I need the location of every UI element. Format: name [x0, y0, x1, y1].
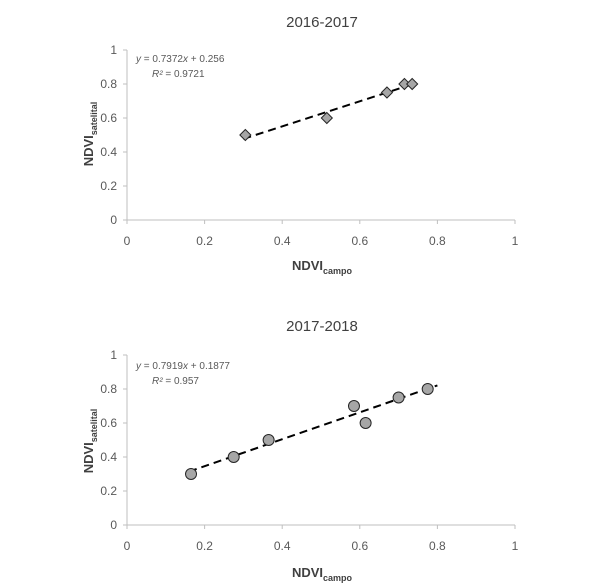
y-axis-label-sub: satelital	[89, 409, 99, 443]
eq-y-var: y	[135, 54, 142, 65]
r2-value: 0.957	[174, 376, 199, 387]
x-tick-label: 0.8	[429, 539, 446, 553]
y-tick-label: 0.2	[100, 484, 117, 498]
x-tick-label: 0	[124, 234, 131, 248]
chart-2016-2017: 2016-2017 0 0.2 0.4 0.6 0.8 1 0 0.2 0.4 0.6 0.8 1 y…	[81, 14, 519, 276]
r2-var: R²	[152, 69, 163, 80]
y-tick-label: 0	[110, 213, 117, 227]
eq-plus: +	[188, 54, 199, 65]
chart-title: 2016-2017	[286, 14, 358, 31]
r2-value: 0.9721	[174, 69, 205, 80]
data-point	[239, 128, 252, 142]
eq-slope: 0.7919	[152, 361, 183, 372]
x-axis-label-sub: campo	[323, 573, 353, 583]
x-tick-label: 0.6	[351, 539, 368, 553]
eq-equals: =	[141, 54, 152, 65]
x-axis-label: NDVIcampo	[292, 258, 353, 276]
y-tick-label: 0.6	[100, 111, 117, 125]
r2-equals: =	[163, 376, 174, 387]
data-point	[421, 383, 434, 395]
y-tick-label: 1	[110, 348, 117, 362]
eq-x-var: x	[182, 361, 189, 372]
y-axis-label: NDVIsatelital	[81, 102, 99, 167]
x-tick-label: 0.4	[274, 234, 291, 248]
data-point	[347, 400, 360, 412]
x-axis-label-main: NDVI	[292, 565, 323, 580]
data-point	[359, 417, 372, 429]
trend-equation: y = 0.7919x + 0.1877	[135, 361, 230, 372]
x-axis-label: NDVIcampo	[292, 565, 353, 583]
equation-box: y = 0.7919x + 0.1877 R² = 0.957	[135, 361, 230, 387]
y-axis-label: NDVIsatelital	[81, 409, 99, 474]
x-axis-label-main: NDVI	[292, 258, 323, 273]
plot-area: 0 0.2 0.4 0.6 0.8 1 0 0.2 0.4 0.6 0.8 1	[100, 348, 518, 553]
eq-plus: +	[188, 361, 199, 372]
r2-equals: =	[163, 69, 174, 80]
y-tick-label: 0.8	[100, 382, 117, 396]
eq-intercept: 0.256	[199, 54, 224, 65]
data-point	[392, 391, 405, 404]
plot-area: 0 0.2 0.4 0.6 0.8 1 0 0.2 0.4 0.6 0.8 1	[100, 43, 518, 248]
x-tick-label: 0.4	[274, 539, 291, 553]
r-squared: R² = 0.957	[152, 376, 199, 387]
eq-slope: 0.7372	[152, 54, 183, 65]
y-axis-label-main: NDVI	[81, 135, 96, 166]
y-tick-label: 1	[110, 43, 117, 57]
x-tick-label: 0.8	[429, 234, 446, 248]
y-axis-label-main: NDVI	[81, 442, 96, 473]
trend-equation: y = 0.7372x + 0.256	[135, 54, 225, 65]
data-point	[380, 86, 394, 99]
chart-2017-2018: 2017-2018 0 0.2 0.4 0.6 0.8 1 0 0.2 0.4 0.6 0.8 1 y…	[81, 318, 519, 583]
y-tick-label: 0.4	[100, 450, 117, 464]
y-tick-label: 0	[110, 518, 117, 532]
x-tick-label: 0.2	[196, 234, 213, 248]
y-axis-label-sub: satelital	[89, 102, 99, 136]
x-tick-label: 0.6	[351, 234, 368, 248]
eq-equals: =	[141, 361, 152, 372]
x-tick-label: 0	[124, 539, 131, 553]
r2-var: R²	[152, 376, 163, 387]
x-tick-label: 1	[512, 234, 519, 248]
x-tick-label: 1	[512, 539, 519, 553]
chart-title: 2017-2018	[286, 318, 358, 335]
y-tick-label: 0.2	[100, 179, 117, 193]
equation-box: y = 0.7372x + 0.256 R² = 0.9721	[135, 54, 225, 80]
eq-y-var: y	[135, 361, 142, 372]
data-point	[405, 77, 419, 91]
data-point	[185, 468, 198, 480]
eq-x-var: x	[182, 54, 189, 65]
r-squared: R² = 0.9721	[152, 69, 205, 80]
data-point	[320, 111, 334, 125]
eq-intercept: 0.1877	[199, 361, 230, 372]
x-axis-label-sub: campo	[323, 266, 353, 276]
data-point	[262, 434, 275, 446]
data-point	[227, 451, 240, 463]
y-tick-label: 0.4	[100, 145, 117, 159]
x-tick-label: 0.2	[196, 539, 213, 553]
y-tick-label: 0.8	[100, 77, 117, 91]
y-tick-label: 0.6	[100, 416, 117, 430]
